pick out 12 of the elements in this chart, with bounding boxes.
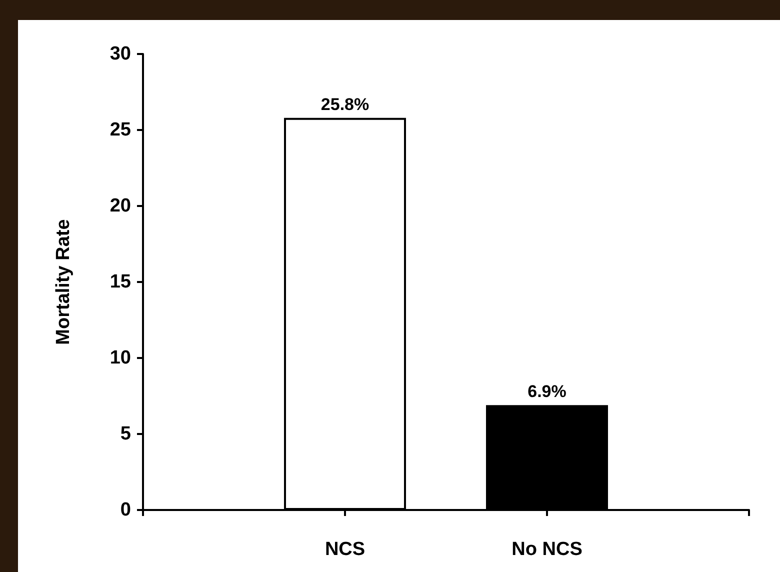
y-axis-title: Mortality Rate xyxy=(53,219,74,345)
x-tick-label: NCS xyxy=(324,539,366,560)
y-tick-label: 15 xyxy=(110,272,132,292)
data-label: 6.9% xyxy=(528,382,566,402)
x-tick-label: No NCS xyxy=(512,539,582,560)
y-tick-label: 25 xyxy=(110,120,132,140)
y-tick-label: 30 xyxy=(110,44,131,64)
data-label: 25.8% xyxy=(320,94,370,114)
y-tick-label: 0 xyxy=(120,500,131,520)
y-tick-label: 5 xyxy=(120,424,132,444)
y-tick-label: 20 xyxy=(110,196,131,216)
y-tick-label: 10 xyxy=(110,348,131,368)
